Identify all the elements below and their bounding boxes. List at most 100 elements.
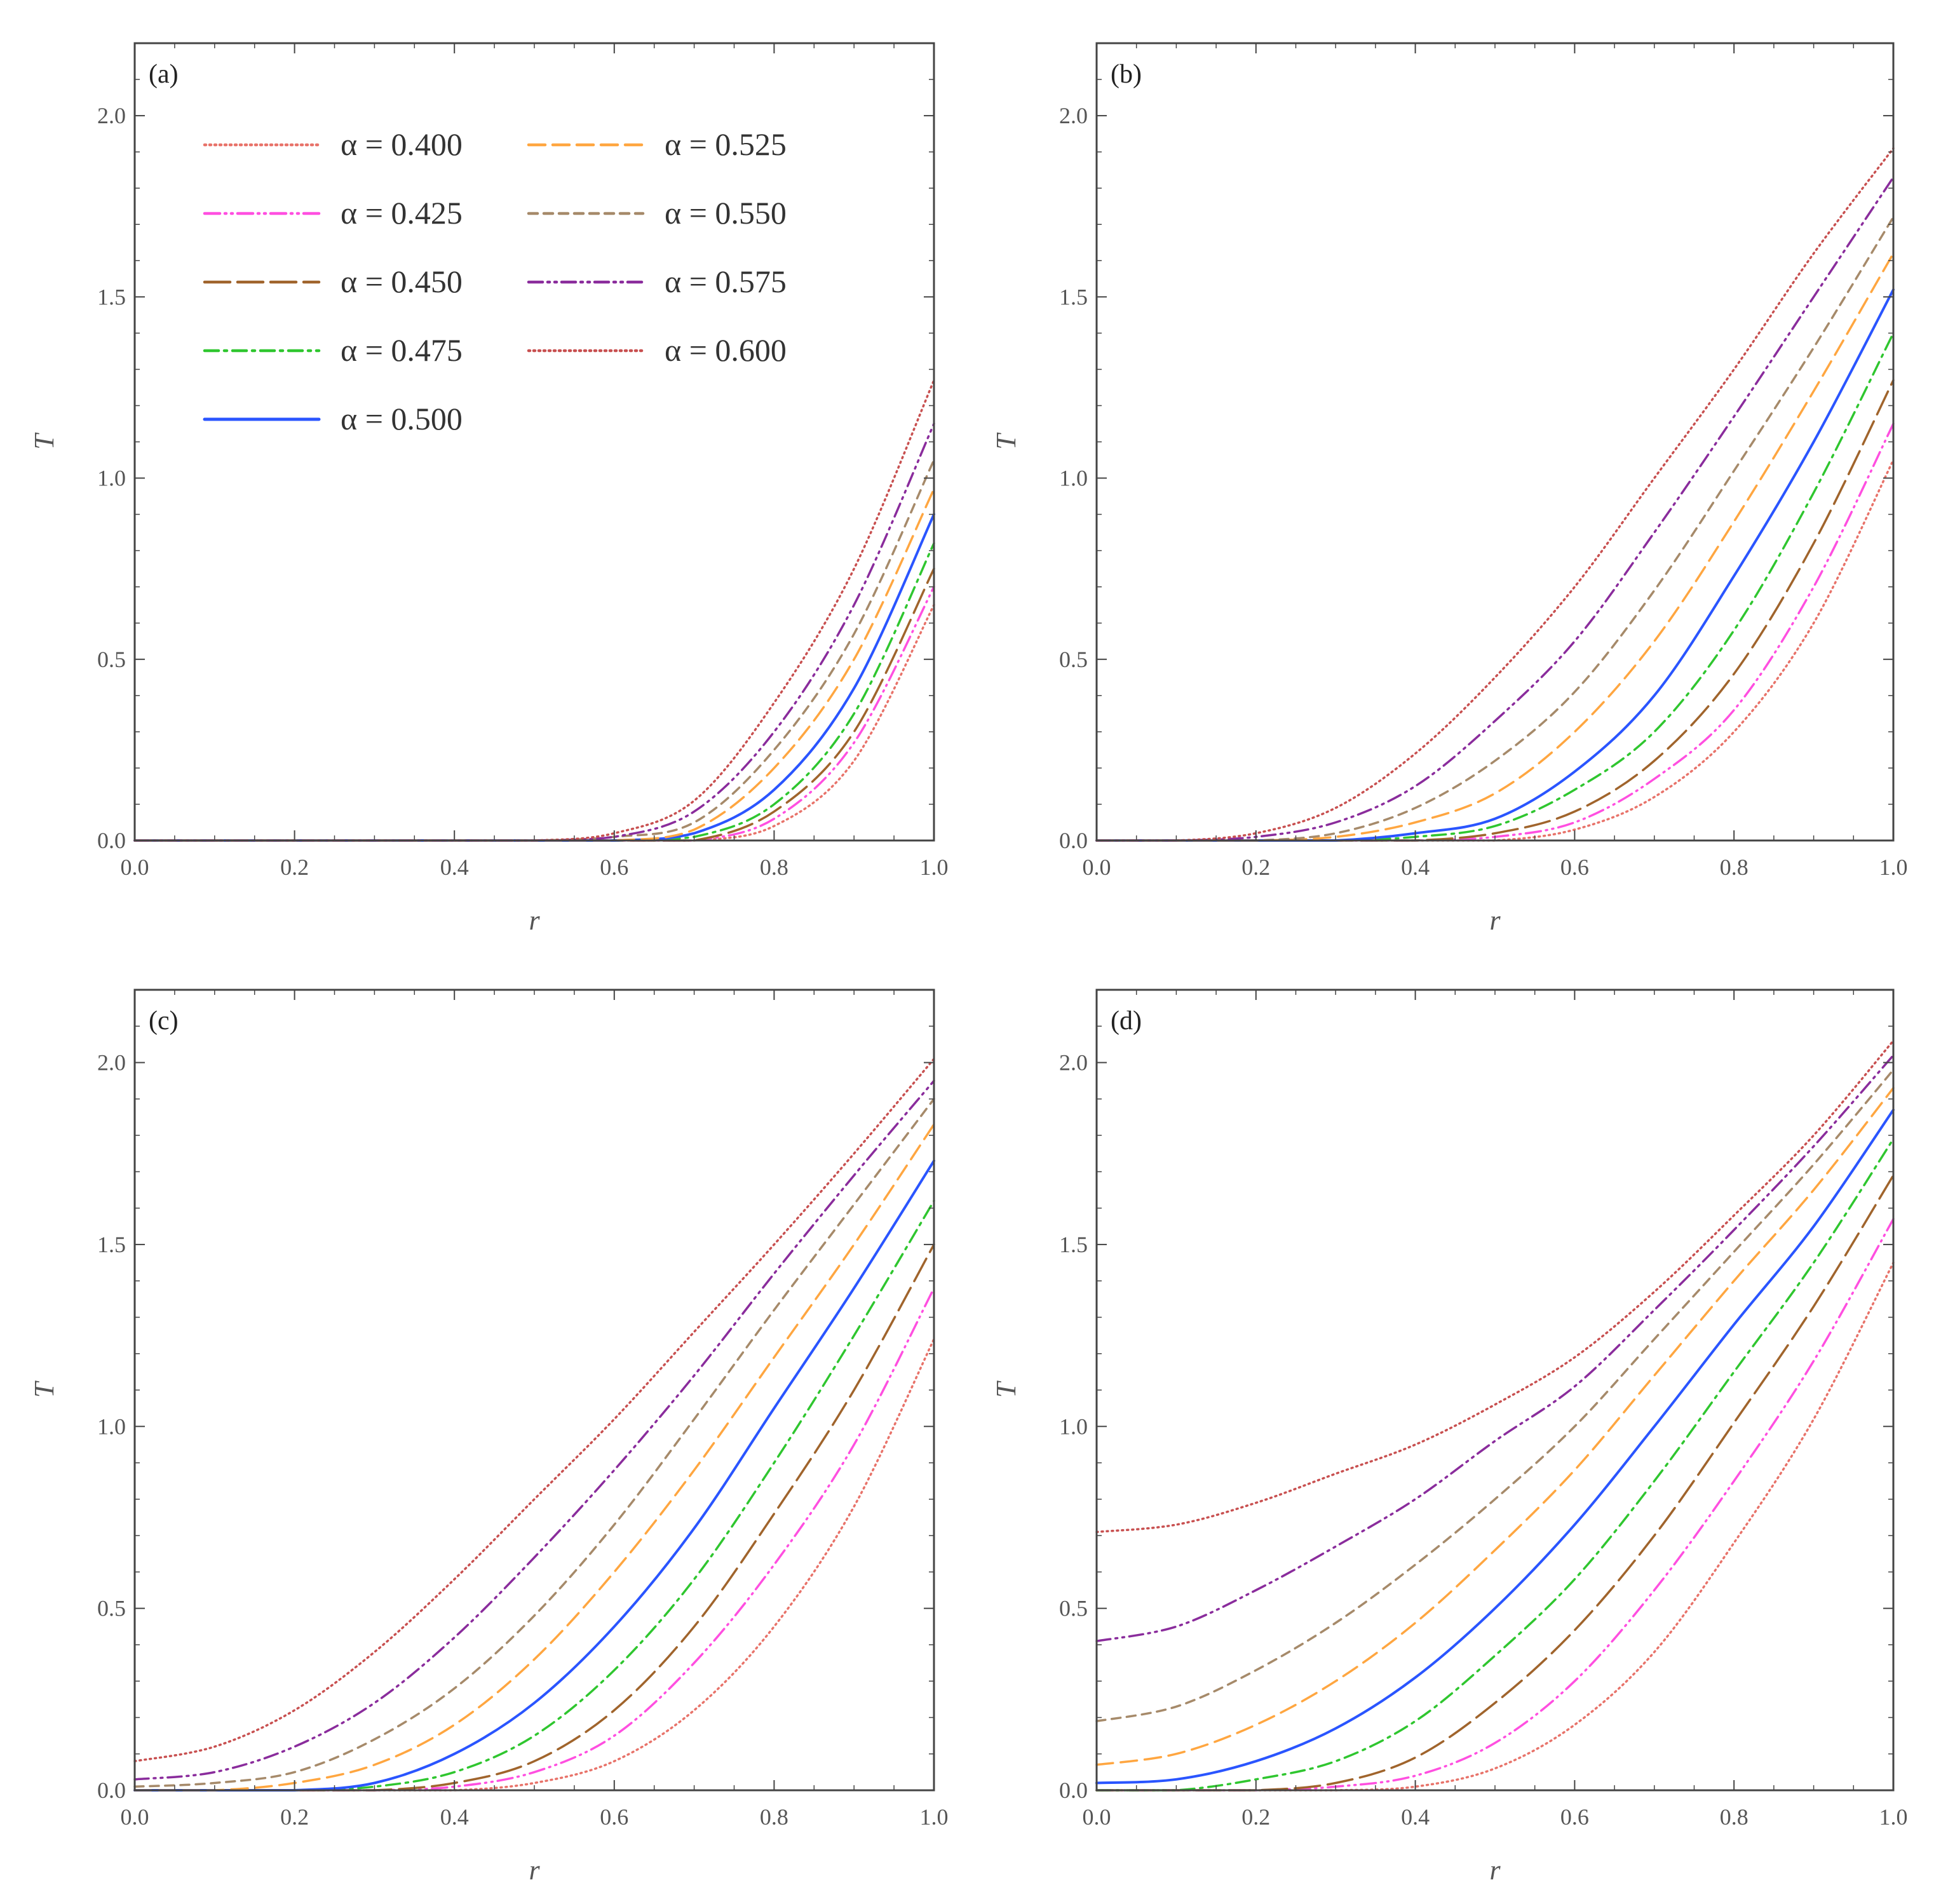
- x-tick-label: 0.2: [280, 1804, 309, 1830]
- x-tick-label: 0.8: [1720, 854, 1748, 880]
- x-tick-label: 0.6: [1560, 1804, 1589, 1830]
- legend-label: α = 0.400: [341, 126, 463, 162]
- y-tick-label: 1.0: [97, 1414, 126, 1439]
- panel-3: 0.0 0.2 0.4 0.6 0.8 1.0 0.0 0.5 1.0 1.5 2.0 r T (c): [29, 989, 949, 1886]
- plot-frame: [1095, 989, 1895, 1792]
- y-tick-label: 1.5: [1059, 284, 1088, 309]
- legend-label: α = 0.525: [665, 126, 787, 162]
- y-tick-label: 0.5: [97, 647, 126, 672]
- series-line: [1095, 1069, 1895, 1722]
- y-tick-label: 2.0: [1059, 103, 1088, 128]
- panel-label: (d): [1111, 1006, 1142, 1036]
- x-tick-label: 0.4: [1401, 854, 1430, 880]
- legend-label: α = 0.600: [665, 332, 787, 368]
- plot-frame: [133, 989, 935, 1792]
- y-tick-label: 1.5: [1059, 1232, 1088, 1257]
- x-tick-label: 0.6: [600, 1804, 628, 1830]
- y-tick-label: 0.0: [97, 1778, 126, 1803]
- series-line: [1095, 459, 1895, 842]
- x-axis-label: r: [1489, 905, 1501, 936]
- series-line: [1095, 176, 1895, 842]
- y-tick-label: 2.0: [1059, 1050, 1088, 1076]
- y-tick-label: 0.5: [1059, 647, 1088, 672]
- panel-label: (c): [149, 1006, 179, 1036]
- series-line: [133, 513, 935, 842]
- y-tick-label: 1.5: [97, 284, 126, 309]
- panel-2: 0.0 0.2 0.4 0.6 0.8 1.0 0.0 0.5 1.0 1.5 2.0 r T (b): [991, 42, 1908, 936]
- legend-label: α = 0.550: [665, 195, 787, 231]
- y-tick-label: 1.0: [1059, 1414, 1088, 1439]
- x-tick-label: 0.2: [1241, 1804, 1270, 1830]
- x-tick-label: 0.2: [280, 854, 309, 880]
- series-line: [133, 567, 935, 842]
- legend: α = 0.400 α = 0.425 α = 0.450 α = 0.475 α = …: [203, 126, 787, 436]
- y-tick-label: 0.5: [1059, 1596, 1088, 1621]
- series-line: [1095, 147, 1895, 842]
- y-tick-label: 1.0: [97, 466, 126, 491]
- x-tick-label: 0.0: [121, 1804, 149, 1830]
- series-line: [1095, 1054, 1895, 1642]
- y-axis-label: T: [991, 1380, 1022, 1398]
- series-line: [133, 379, 935, 842]
- series-line: [133, 1123, 935, 1792]
- x-tick-label: 0.4: [1401, 1804, 1430, 1830]
- legend-label: α = 0.475: [341, 332, 463, 368]
- y-axis-label: T: [29, 432, 60, 450]
- x-tick-label: 1.0: [1879, 854, 1908, 880]
- series-line: [1095, 422, 1895, 842]
- x-axis-label: r: [529, 905, 540, 936]
- panel-4: 0.0 0.2 0.4 0.6 0.8 1.0 0.0 0.5 1.0 1.5 2.0 r T (d): [991, 989, 1908, 1886]
- series-line: [1095, 1261, 1895, 1792]
- series-line: [1095, 1109, 1895, 1785]
- legend-label: α = 0.575: [665, 264, 787, 299]
- y-tick-label: 0.5: [97, 1596, 126, 1621]
- y-tick-label: 2.0: [97, 1050, 126, 1076]
- x-tick-label: 1.0: [920, 854, 949, 880]
- x-tick-label: 0.8: [1720, 1804, 1748, 1830]
- x-axis-label: r: [529, 1854, 540, 1886]
- x-tick-label: 0.6: [1560, 854, 1589, 880]
- series-line: [133, 1286, 935, 1792]
- x-tick-label: 0.0: [1083, 1804, 1111, 1830]
- legend-label: α = 0.450: [341, 264, 463, 299]
- panel-label: (b): [1111, 60, 1142, 89]
- y-tick-label: 0.0: [1059, 828, 1088, 853]
- y-axis-label: T: [29, 1380, 60, 1398]
- x-tick-label: 1.0: [920, 1804, 949, 1830]
- series-line: [133, 1098, 935, 1788]
- panel-1: 0.0 0.2 0.4 0.6 0.8 1.0 0.0 0.5 1.0 1.5 2.0 r T (a) α …: [29, 42, 949, 936]
- legend-label: α = 0.500: [341, 401, 463, 436]
- series-line: [1095, 1138, 1895, 1792]
- x-tick-label: 1.0: [1879, 1804, 1908, 1830]
- x-tick-label: 0.0: [1083, 854, 1111, 880]
- x-tick-label: 0.4: [440, 854, 469, 880]
- series-line: [133, 422, 935, 842]
- series-line: [133, 1079, 935, 1781]
- panel-label: (a): [149, 60, 179, 89]
- x-tick-label: 0.8: [760, 854, 788, 880]
- y-tick-label: 2.0: [97, 103, 126, 128]
- x-tick-label: 0.2: [1241, 854, 1270, 880]
- x-tick-label: 0.0: [121, 854, 149, 880]
- y-tick-label: 0.0: [1059, 1778, 1088, 1803]
- y-axis-label: T: [991, 432, 1022, 450]
- y-tick-label: 0.0: [97, 828, 126, 853]
- legend-label: α = 0.425: [341, 195, 463, 231]
- series-line: [1095, 332, 1895, 842]
- series-line: [1095, 252, 1895, 842]
- y-tick-label: 1.0: [1059, 466, 1088, 491]
- series-line: [133, 1243, 935, 1792]
- x-tick-label: 0.8: [760, 1804, 788, 1830]
- series-line: [1095, 1218, 1895, 1792]
- x-tick-label: 0.6: [600, 854, 628, 880]
- series-line: [133, 1338, 935, 1792]
- x-axis-label: r: [1489, 1854, 1501, 1886]
- series-line: [133, 459, 935, 842]
- x-tick-label: 0.4: [440, 1804, 469, 1830]
- series-line: [133, 542, 935, 842]
- series-line: [1095, 1039, 1895, 1534]
- series-line: [1095, 1086, 1895, 1766]
- series-line: [133, 1058, 935, 1762]
- series-line: [1095, 379, 1895, 842]
